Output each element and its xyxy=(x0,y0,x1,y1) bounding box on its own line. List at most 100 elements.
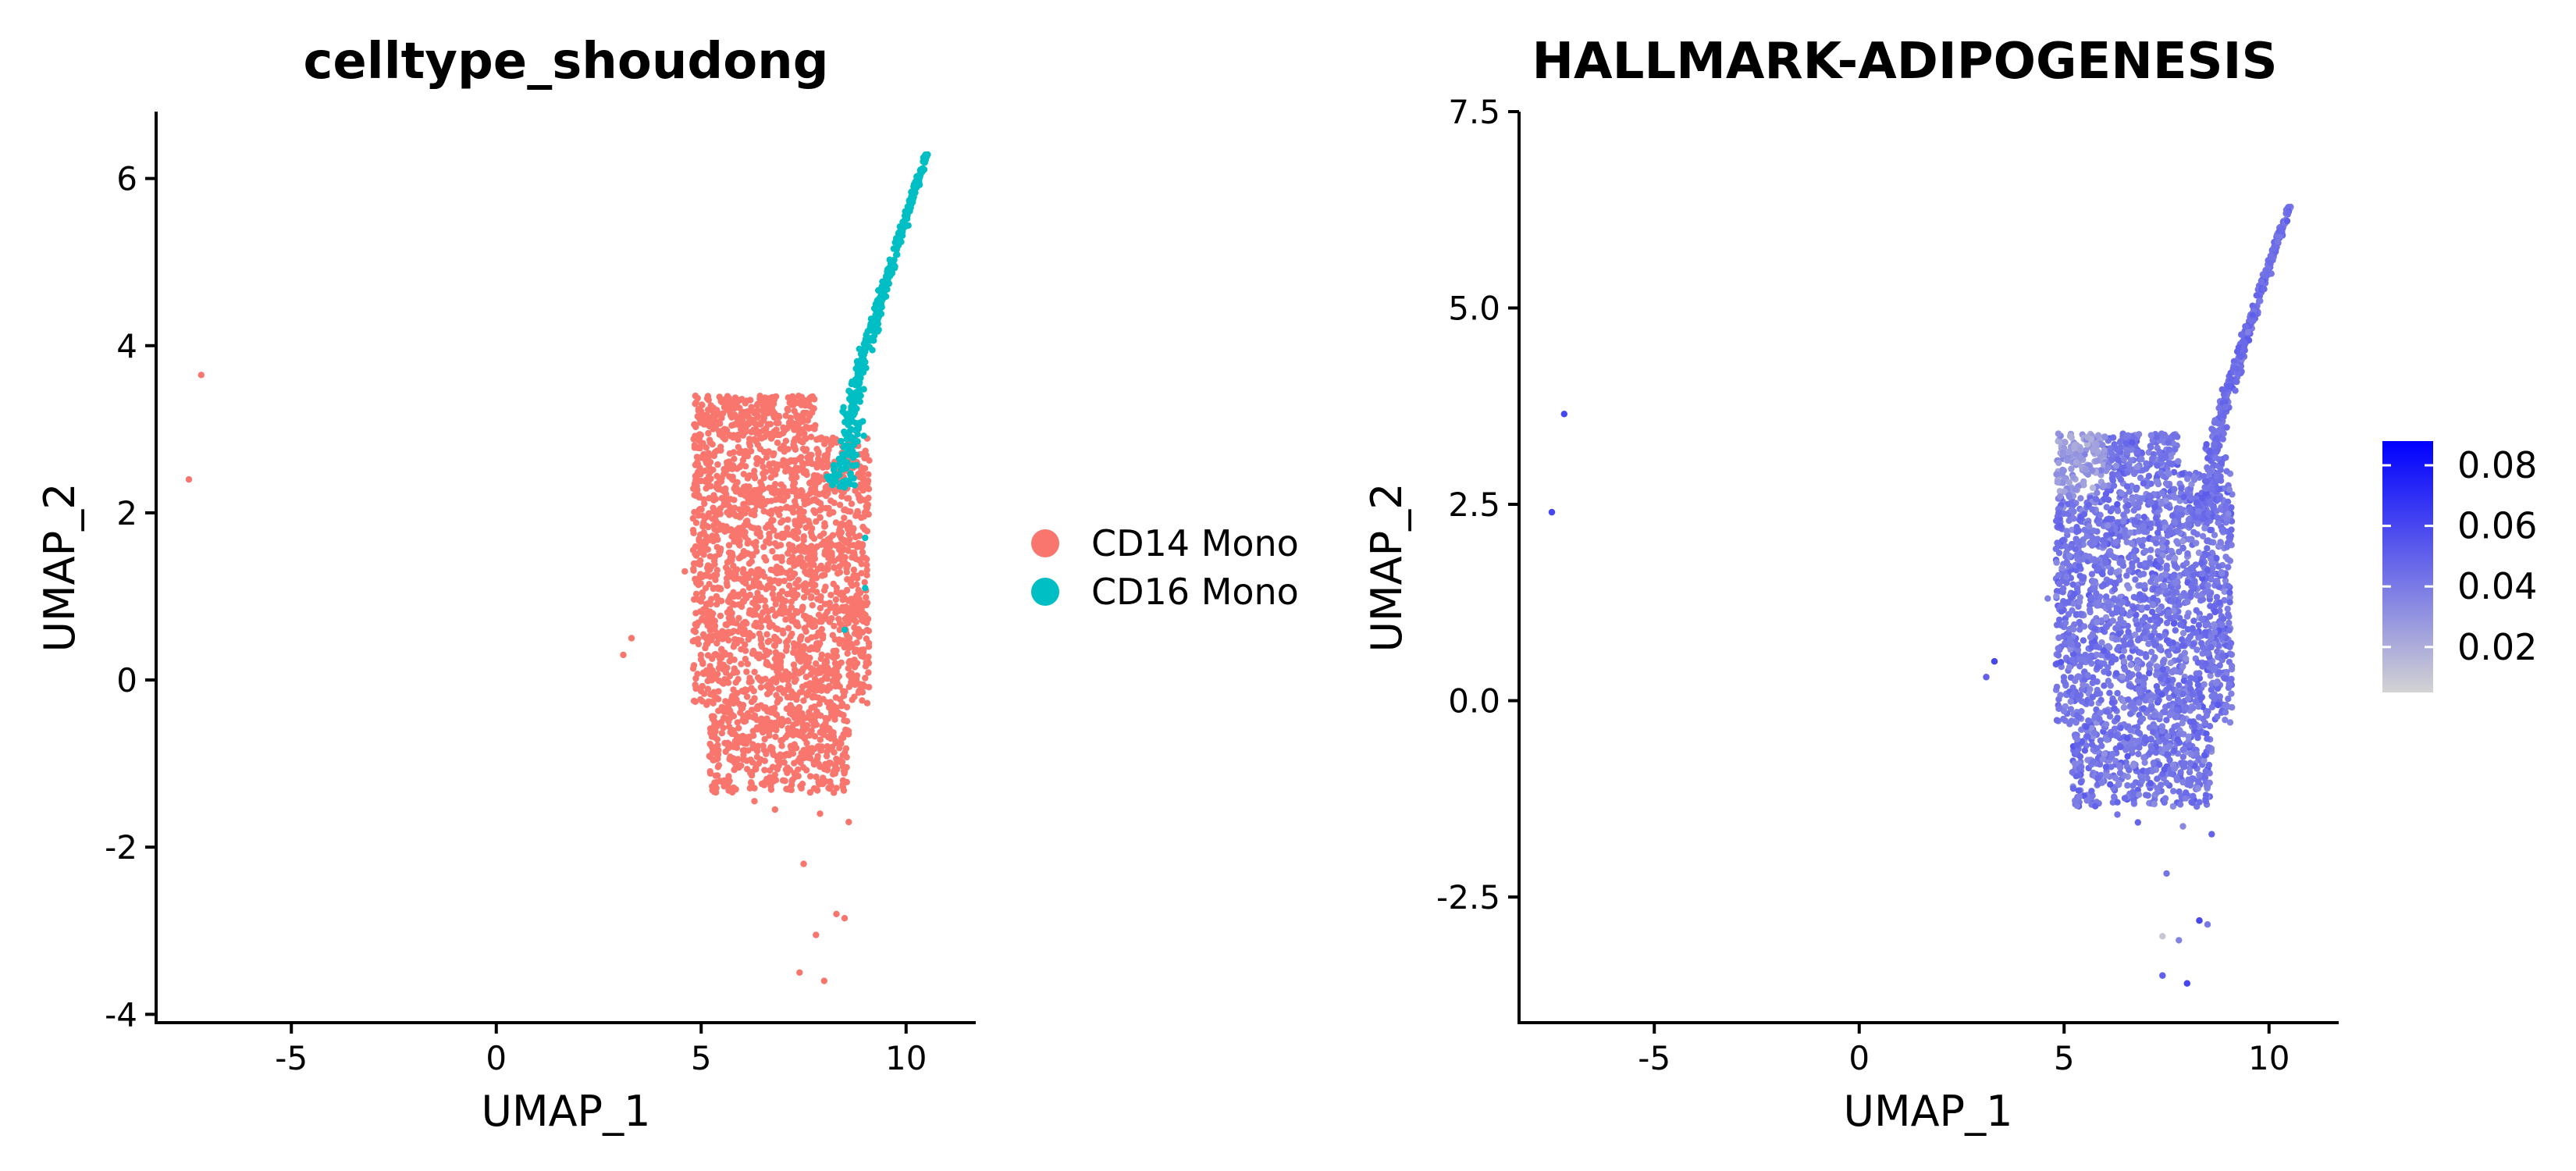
scatter-point xyxy=(2161,795,2169,802)
scatter-point xyxy=(813,787,821,794)
scatter-point xyxy=(748,404,755,411)
scatter-point xyxy=(860,513,868,520)
scatter-point xyxy=(2198,639,2205,647)
scatter-point xyxy=(2218,527,2226,534)
scatter-point xyxy=(720,724,727,731)
scatter-point xyxy=(2097,710,2104,717)
scatter-point xyxy=(772,506,780,513)
scatter-point xyxy=(865,669,872,676)
scatter-point xyxy=(2170,620,2178,627)
scatter-point xyxy=(2174,527,2182,535)
scatter-point xyxy=(774,440,781,447)
scatter-point xyxy=(859,681,866,689)
scatter-point xyxy=(757,635,765,642)
scatter-point xyxy=(807,544,815,551)
scatter-point xyxy=(718,654,725,661)
scatter-point xyxy=(848,674,855,682)
scatter-point xyxy=(920,166,928,173)
scatter-point xyxy=(2094,489,2101,497)
scatter-point xyxy=(709,515,716,522)
scatter-point xyxy=(843,464,850,472)
scatter-point xyxy=(858,653,865,660)
scatter-point xyxy=(720,404,728,411)
scatter-point xyxy=(822,489,830,497)
scatter-point xyxy=(739,524,746,531)
scatter-point xyxy=(717,597,725,604)
scatter-point xyxy=(2182,795,2190,802)
scatter-point xyxy=(2054,479,2061,486)
scatter-point xyxy=(2085,717,2092,724)
scatter-point xyxy=(793,411,800,418)
scatter-point xyxy=(2179,753,2186,760)
scatter-point xyxy=(795,467,802,474)
scatter-point xyxy=(704,678,711,685)
scatter-point xyxy=(725,542,733,549)
scatter-point xyxy=(857,372,864,380)
scatter-point xyxy=(841,626,849,633)
scatter-point xyxy=(2083,742,2090,749)
scatter-point xyxy=(816,618,823,625)
scatter-point xyxy=(715,688,722,695)
scatter-point xyxy=(777,491,785,498)
scatter-point xyxy=(737,511,745,518)
scatter-point xyxy=(2114,689,2121,697)
scatter-point xyxy=(817,655,825,662)
scatter-point xyxy=(787,568,794,575)
scatter-point xyxy=(817,604,824,612)
scatter-point xyxy=(801,714,809,721)
scatter-point xyxy=(771,719,779,727)
scatter-point xyxy=(710,423,717,430)
scatter-point xyxy=(828,703,835,711)
scatter-point xyxy=(2056,493,2064,500)
scatter-point xyxy=(838,493,845,500)
scatter-point xyxy=(2141,759,2148,766)
scatter-point xyxy=(628,635,635,642)
scatter-point xyxy=(751,622,758,629)
scatter-point xyxy=(792,498,799,505)
scatter-point xyxy=(827,778,834,785)
scatter-point xyxy=(771,655,778,662)
scatter-point xyxy=(787,710,794,717)
scatter-point xyxy=(745,521,752,529)
scatter-point xyxy=(764,690,771,698)
scatter-point xyxy=(708,563,715,570)
scatter-point xyxy=(895,230,902,238)
scatter-point xyxy=(732,572,739,579)
scatter-point xyxy=(718,729,726,737)
scatter-point xyxy=(697,505,704,513)
chart-title-left: celltype_shoudong xyxy=(303,33,828,91)
scatter-point xyxy=(820,684,827,691)
scatter-point xyxy=(738,396,745,403)
scatter-point xyxy=(810,761,818,768)
scatter-point xyxy=(843,763,850,771)
scatter-point xyxy=(751,798,758,805)
scatter-point xyxy=(783,639,790,646)
scatter-point xyxy=(849,398,856,405)
scatter-point xyxy=(843,564,850,572)
scatter-point xyxy=(745,440,753,447)
scatter-point xyxy=(785,625,792,632)
x-axis-label-left: UMAP_1 xyxy=(482,1087,651,1136)
scatter-point xyxy=(829,677,837,685)
scatter-point xyxy=(2114,507,2122,514)
scatter-point xyxy=(706,468,714,475)
scatter-point xyxy=(2204,735,2211,742)
scatter-point xyxy=(740,566,747,573)
scatter-point xyxy=(879,278,886,285)
scatter-point xyxy=(865,471,872,478)
scatter-point xyxy=(752,764,760,771)
scatter-point xyxy=(727,652,734,659)
scatter-point xyxy=(753,753,761,760)
scatter-point xyxy=(2214,713,2221,721)
scatter-point xyxy=(713,632,720,639)
scatter-point xyxy=(691,444,698,451)
scatter-point xyxy=(2136,635,2144,642)
scatter-point xyxy=(822,714,829,722)
scatter-point xyxy=(813,712,820,719)
scatter-point xyxy=(720,782,728,790)
scatter-point xyxy=(692,552,700,559)
scatter-point xyxy=(817,640,824,647)
scatter-point xyxy=(751,486,758,494)
scatter-point xyxy=(817,810,824,817)
scatter-point xyxy=(2106,689,2113,696)
